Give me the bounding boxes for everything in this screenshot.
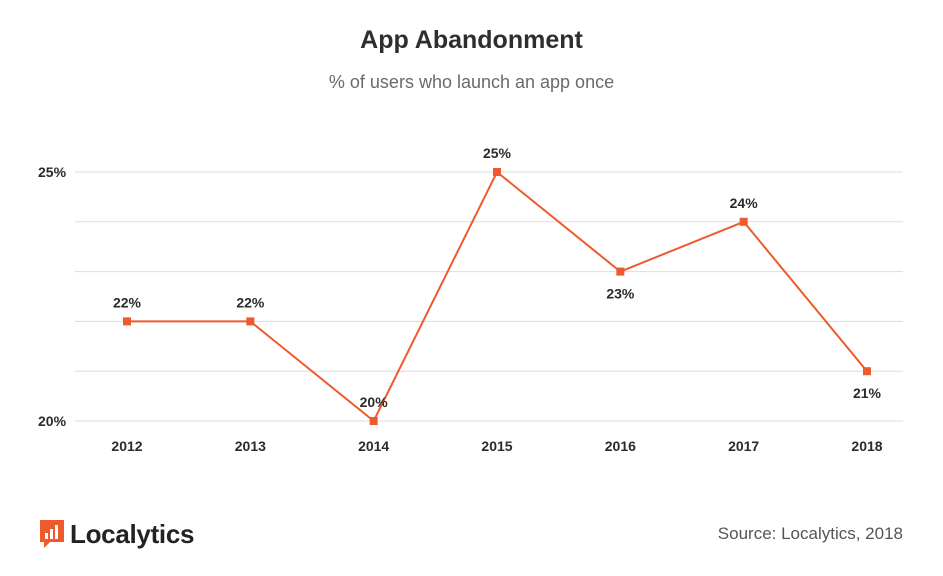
gridlines — [75, 171, 903, 422]
data-point — [123, 317, 131, 326]
localytics-logo: Localytics — [40, 519, 194, 549]
chart-subtitle: % of users who launch an app once — [328, 72, 615, 92]
x-tick-label: 2017 — [728, 438, 759, 454]
y-axis-tick-labels: 20% 25% — [38, 164, 67, 429]
data-point — [863, 367, 871, 376]
x-tick-label: 2018 — [851, 438, 882, 454]
x-tick-label: 2014 — [358, 438, 389, 454]
x-tick-label: 2016 — [605, 438, 636, 454]
data-label: 22% — [113, 294, 142, 310]
x-tick-label: 2015 — [481, 438, 512, 454]
x-tick-label: 2013 — [235, 438, 266, 454]
data-label: 20% — [360, 394, 389, 410]
data-points — [123, 168, 871, 425]
localytics-logo-icon — [40, 520, 64, 548]
data-point — [493, 168, 501, 176]
data-point — [739, 217, 748, 226]
data-point — [616, 267, 625, 276]
data-labels: 22% 22% 20% 25% 23% 24% 21% — [113, 145, 882, 410]
y-tick-label: 25% — [38, 164, 67, 180]
data-label: 24% — [730, 195, 759, 211]
x-tick-label: 2012 — [111, 438, 142, 454]
data-label: 22% — [236, 294, 265, 310]
x-axis-tick-labels: 2012 2013 2014 2015 2016 2017 2018 — [111, 438, 882, 454]
data-point — [369, 417, 378, 425]
logo-text: Localytics — [70, 518, 195, 549]
data-label: 23% — [606, 286, 635, 302]
y-tick-label: 20% — [38, 413, 67, 429]
source-note: Source: Localytics, 2018 — [717, 524, 903, 543]
data-point — [246, 317, 255, 326]
chart-title: App Abandonment — [360, 26, 583, 54]
data-label: 25% — [483, 145, 512, 161]
data-label: 21% — [853, 385, 882, 401]
